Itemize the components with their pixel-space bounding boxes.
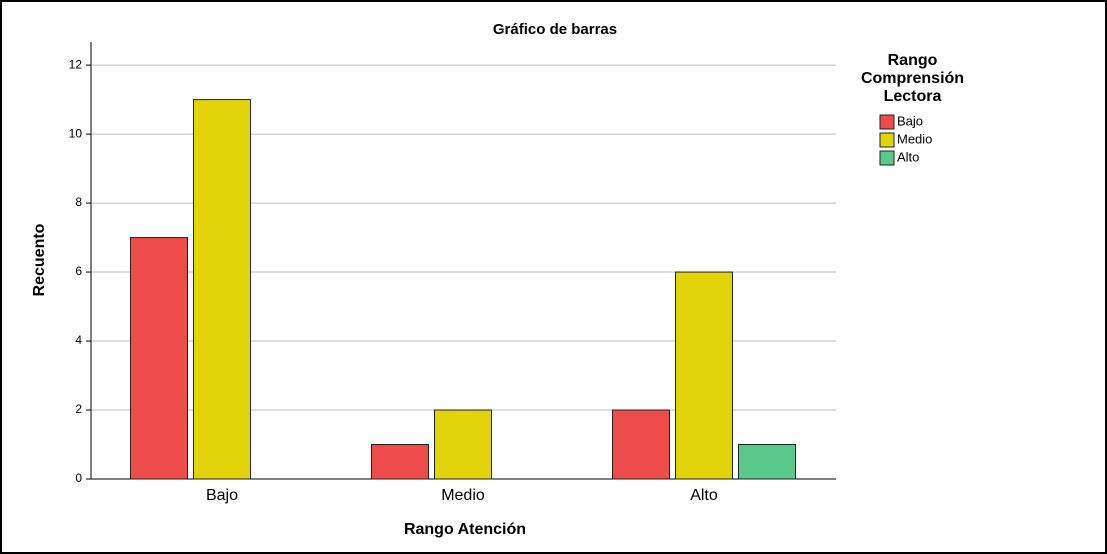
y-tick-label: 2 [75, 402, 82, 416]
x-axis-label: Rango Atención [404, 521, 526, 538]
bar [371, 444, 429, 480]
legend-swatch [879, 132, 895, 148]
x-tick-label: Bajo [206, 487, 238, 504]
bar [612, 409, 670, 480]
y-tick-label: 0 [75, 471, 82, 485]
legend-label: Alto [897, 149, 919, 164]
y-tick-label: 12 [69, 57, 83, 71]
y-axis-label: Recuento [31, 223, 48, 296]
legend-swatch [879, 114, 895, 130]
legend-title: Rango Comprensión Lectora [860, 52, 965, 105]
chart-title: Gráfico de barras [493, 21, 617, 38]
y-tick-label: 4 [75, 333, 82, 347]
legend-label: Medio [897, 131, 932, 146]
legend-swatch [879, 150, 895, 166]
y-tick-label: 6 [75, 264, 82, 278]
y-tick-label: 10 [69, 126, 83, 140]
bar [434, 409, 492, 480]
bar [193, 99, 251, 480]
bar [738, 444, 796, 480]
y-tick-label: 8 [75, 195, 82, 209]
bar [130, 237, 188, 480]
x-tick-label: Medio [441, 487, 485, 504]
legend-label: Bajo [897, 113, 923, 128]
x-tick-label: Alto [690, 487, 718, 504]
bar [675, 271, 733, 480]
